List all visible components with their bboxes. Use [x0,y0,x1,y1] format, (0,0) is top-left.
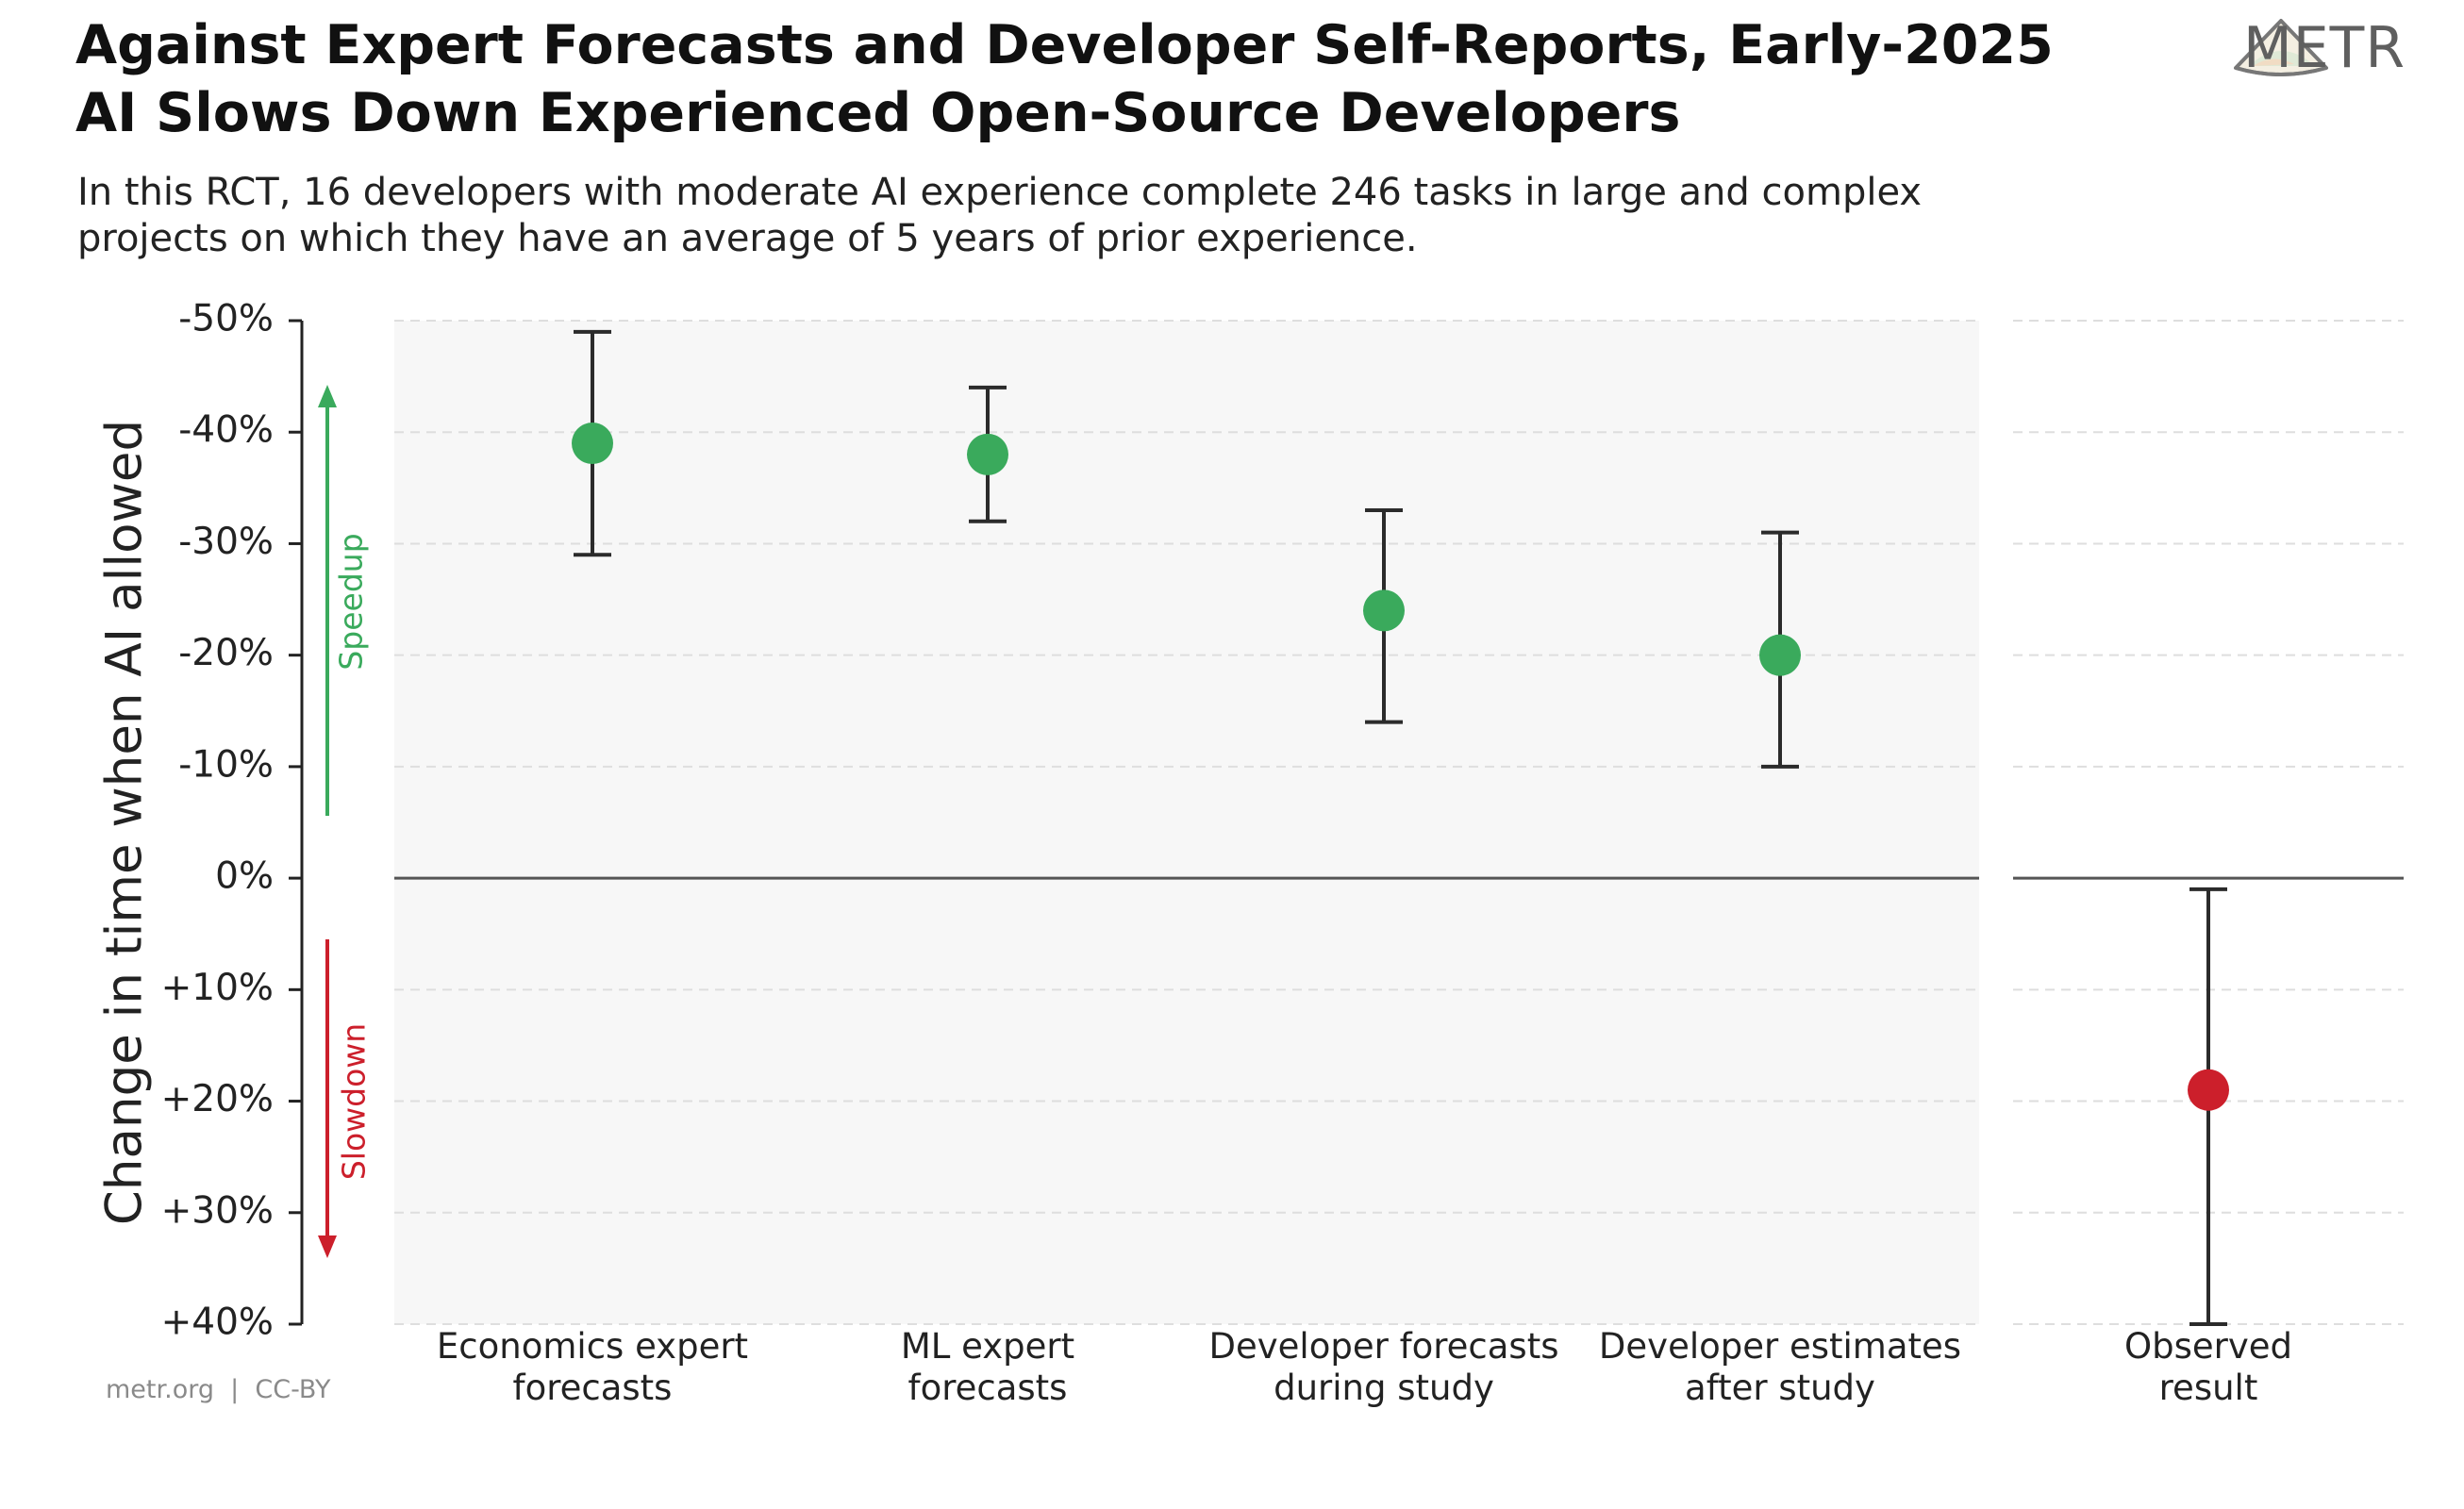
x-tick-label: Economics expert forecasts [437,1326,748,1408]
x-tick-label: ML expert forecasts [901,1326,1074,1408]
data-point-group [967,385,1008,523]
chart-title: Against Expert Forecasts and Developer S… [75,11,2056,147]
x-axis-labels: Economics expert forecasts ML expert foreca… [437,1326,2292,1408]
y-tick-label: -30% [178,521,274,563]
y-tick-label: 0% [215,855,274,898]
y-tick-label: +10% [161,967,274,1009]
y-tick-label: +40% [161,1302,274,1344]
data-point-group [1363,507,1405,724]
x-tick-label: Observed result [2124,1326,2292,1408]
speedup-arrowhead-icon [318,385,337,407]
subtitle-line-2: projects on which they have an average o… [77,217,1418,260]
data-point-marker [572,423,613,465]
data-point-group [1759,530,1801,769]
slowdown-arrowhead-icon [318,1235,337,1258]
y-tick-label: +30% [161,1189,274,1232]
main-panel-background [394,321,1979,1324]
subtitle-line-1: In this RCT, 16 developers with moderate… [77,171,1923,214]
metr-logo-icon [2234,19,2328,76]
y-tick-label: +20% [161,1078,274,1120]
y-tick-label: -10% [178,743,274,786]
title-line-1: Against Expert Forecasts and Developer S… [75,14,2054,76]
slowdown-label: Slowdown [336,1023,373,1180]
gridlines [394,320,2404,1325]
source-credit: metr.org | CC-BY [106,1375,331,1404]
y-tick-label: -50% [178,298,274,340]
speedup-indicator: Speedup [318,385,370,816]
y-tick-label: -40% [178,409,274,452]
slowdown-indicator: Slowdown [318,939,373,1258]
y-tick-label: -20% [178,632,274,674]
data-point-marker [967,433,1008,475]
chart-subtitle: In this RCT, 16 developers with moderate… [77,170,2153,262]
metr-logo-text: METR [2243,15,2406,81]
data-points [572,329,2229,1326]
data-point-marker [1363,589,1405,632]
data-point-group [2188,887,2229,1326]
y-axis-ticks: -50% -40% -30% -20% -10% 0% +10% +20% +30% +40% [161,298,302,1344]
x-tick-label: Developer forecasts during study [1209,1326,1559,1408]
y-axis-label: Change in time when AI allowed [96,420,154,1225]
title-line-2: AI Slows Down Experienced Open-Source De… [75,82,1681,144]
x-tick-label: Developer estimates after study [1599,1326,1961,1408]
data-point-group [572,329,613,557]
speedup-label: Speedup [333,533,370,670]
data-point-marker [2188,1069,2229,1111]
data-point-marker [1759,634,1801,676]
